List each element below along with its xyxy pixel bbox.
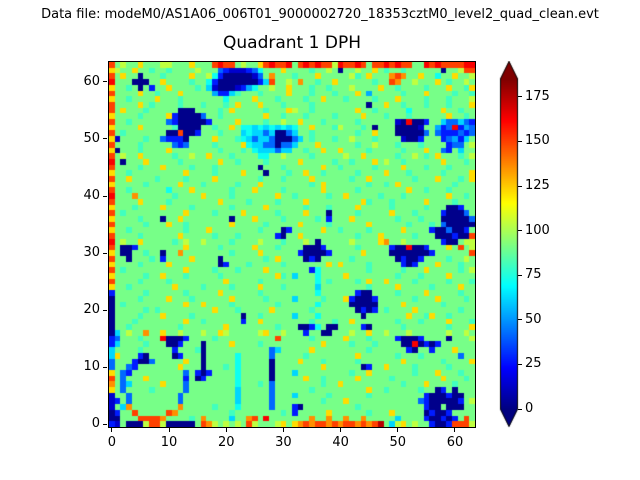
y-tick-label: 0 [91, 416, 100, 432]
colorbar-tick-label: 25 [525, 356, 542, 372]
x-tick-label: 40 [332, 435, 349, 450]
colorbar-tick-label: 125 [525, 178, 550, 194]
x-tick-label: 20 [217, 435, 235, 450]
colorbar-tick-label: 150 [525, 133, 550, 149]
x-tick-label: 60 [446, 435, 464, 450]
colorbar-tick-label: 0 [525, 401, 534, 416]
heatmap-image [109, 62, 475, 427]
y-tick-mark [103, 423, 107, 425]
heatmap-axes [108, 61, 476, 428]
x-tick-mark [397, 428, 399, 432]
colorbar [499, 61, 519, 429]
colorbar-tick-label: 100 [525, 222, 550, 238]
y-tick-label: 10 [83, 359, 100, 375]
x-tick-mark [454, 428, 456, 432]
x-tick-label: 10 [160, 435, 178, 450]
x-tick-mark [340, 428, 342, 432]
y-tick-label: 60 [83, 73, 100, 89]
y-tick-label: 40 [83, 188, 100, 204]
colorbar-tick-mark [518, 96, 522, 98]
colorbar-tick-mark [518, 408, 522, 410]
y-tick-label: 20 [83, 302, 100, 318]
y-tick-mark [103, 81, 107, 83]
colorbar-tick-label: 75 [525, 267, 542, 283]
colorbar-tick-mark [518, 230, 522, 232]
y-tick-mark [103, 195, 107, 197]
x-tick-mark [282, 428, 284, 432]
colorbar-tick-mark [518, 363, 522, 365]
x-tick-label: 30 [275, 435, 292, 450]
colorbar-tick-label: 175 [525, 88, 550, 104]
datafile-label: Data file: modeM0/AS1A06_006T01_90000027… [41, 7, 599, 22]
colorbar-tick-mark [518, 274, 522, 276]
colorbar-tick-mark [518, 319, 522, 321]
x-tick-mark [111, 428, 113, 432]
x-tick-label: 50 [389, 435, 407, 450]
x-tick-mark [168, 428, 170, 432]
colorbar-tick-mark [518, 185, 522, 187]
plot-title: Quadrant 1 DPH [223, 33, 361, 53]
y-tick-label: 30 [83, 245, 100, 261]
colorbar-tick-mark [518, 140, 522, 142]
x-tick-label: 0 [107, 435, 116, 450]
y-tick-mark [103, 252, 107, 254]
y-tick-mark [103, 366, 107, 368]
colorbar-tick-label: 50 [525, 311, 542, 327]
x-tick-mark [225, 428, 227, 432]
y-tick-mark [103, 138, 107, 140]
y-tick-mark [103, 309, 107, 311]
y-tick-label: 50 [83, 130, 100, 146]
